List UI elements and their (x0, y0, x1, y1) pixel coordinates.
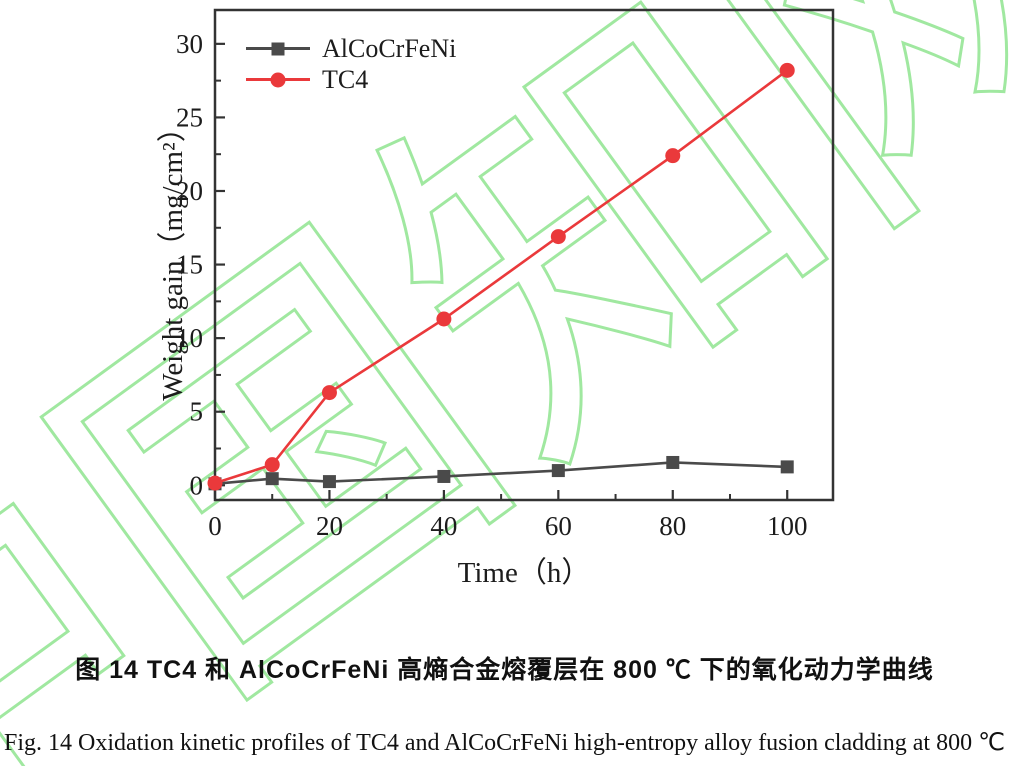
y-axis-title: Weight gain（mg/cm²） (157, 113, 189, 401)
series-line-alcocrfeni (214, 461, 788, 486)
plot-border (213, 8, 835, 502)
legend-line-icon (246, 42, 310, 55)
x-tick-label: 20 (316, 511, 343, 541)
legend-line-icon (246, 72, 310, 87)
legend-item-tc4: TC4 (246, 64, 456, 95)
data-point-circle (436, 311, 452, 327)
y-tick-label: 15 (176, 250, 203, 280)
x-tick-label: 0 (208, 511, 222, 541)
legend-label-alcocrfeni: AlCoCrFeNi (322, 33, 457, 63)
y-tick-label: 0 (190, 470, 204, 500)
oxidation-kinetics-chart: 0 20 40 60 80 100 0 5 10 15 20 25 30 (176, 8, 835, 541)
data-point-square (666, 455, 680, 469)
data-point-square (780, 460, 794, 474)
data-point-circle (665, 148, 681, 164)
square-marker-icon (271, 42, 285, 55)
data-point-square (551, 464, 565, 478)
data-point-square (322, 475, 336, 489)
y-tick-label: 20 (176, 176, 203, 206)
data-point-square (265, 472, 279, 486)
y-tick-label: 25 (176, 102, 203, 132)
data-point-circle (779, 62, 795, 78)
y-tick-label: 10 (176, 323, 203, 353)
data-point-square (437, 469, 451, 483)
caption-chinese: 图 14 TC4 和 AlCoCrFeNi 高熵合金熔覆层在 800 ℃ 下的氧… (75, 656, 934, 684)
x-tick-label: 40 (430, 511, 457, 541)
series-line-tc4 (214, 69, 788, 485)
circle-marker-icon (270, 72, 286, 87)
data-point-circle (207, 475, 223, 491)
x-tick-label: 100 (767, 511, 808, 541)
legend-label-tc4: TC4 (322, 64, 369, 94)
x-tick-label: 60 (545, 511, 572, 541)
x-tick-label: 80 (659, 511, 686, 541)
data-point-circle (264, 457, 280, 473)
data-point-circle (321, 385, 337, 401)
data-point-circle (550, 229, 566, 245)
y-tick-label: 5 (190, 397, 204, 427)
legend: AlCoCrFeNi TC4 (246, 33, 456, 95)
legend-item-alcocrfeni: AlCoCrFeNi (246, 33, 456, 64)
caption-english: Fig. 14 Oxidation kinetic profiles of TC… (3, 730, 1006, 756)
y-tick-label: 30 (176, 29, 203, 59)
x-axis-title: Time（h） (457, 557, 591, 589)
